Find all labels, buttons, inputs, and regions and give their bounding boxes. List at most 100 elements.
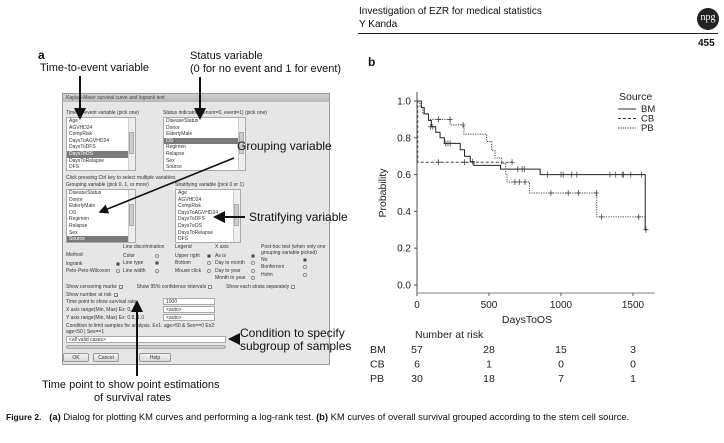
list-item[interactable]: DaysToDFS	[69, 144, 96, 151]
list-item[interactable]: Sex	[166, 157, 175, 164]
scrollbar-thumb[interactable]	[239, 132, 244, 154]
list-item[interactable]: OS	[164, 137, 245, 145]
radio-button[interactable]	[303, 257, 307, 262]
grouping-list[interactable]: DiseaseStatus Donor ElderlyMale OS Regimen Re…	[66, 189, 136, 243]
radio-option[interactable]: Line width	[123, 267, 164, 275]
checkbox-option[interactable]: Show each strata separately	[226, 283, 296, 290]
risk-value: 30	[411, 373, 423, 385]
radio-button[interactable]	[251, 261, 255, 266]
censor-mark	[643, 226, 649, 233]
list-item[interactable]: DaysToAGVHD24	[178, 209, 219, 216]
list-item[interactable]: CompRisk	[178, 203, 202, 210]
checkbox-option[interactable]: Show censoring marks ✓	[66, 283, 123, 290]
radio-button[interactable]	[116, 261, 120, 266]
y-range-label: Y axis range(Min, Max) Ex: 0.8, 1.0	[66, 315, 144, 321]
ok-button[interactable]: OK	[63, 353, 89, 362]
checkbox-unchecked[interactable]	[208, 284, 213, 289]
radio-button[interactable]	[207, 261, 211, 266]
list-item[interactable]: CompRisk	[69, 131, 93, 138]
condition-input[interactable]: <all valid cases>	[66, 336, 226, 343]
page-number: 455	[698, 38, 715, 49]
list-item[interactable]: DaysToAGVHD24	[69, 137, 110, 144]
radio-option[interactable]: Line type	[123, 260, 164, 268]
radio-option[interactable]: Holm	[261, 271, 329, 279]
list-item[interactable]: Donor	[166, 124, 180, 131]
censor-mark	[621, 171, 627, 178]
condition-scrollbar[interactable]	[66, 345, 226, 349]
checkbox-unchecked[interactable]	[291, 284, 296, 289]
list-item[interactable]: Source	[67, 236, 135, 242]
scrollbar-thumb[interactable]	[129, 204, 134, 226]
radio-option[interactable]: Upper right	[175, 252, 211, 260]
scrollbar-thumb[interactable]	[129, 132, 134, 154]
checkbox-checked[interactable]: ✓	[118, 284, 123, 290]
radio-option[interactable]: Bonferroni	[261, 264, 329, 272]
radio-button[interactable]	[251, 268, 255, 273]
radio-button[interactable]	[207, 253, 211, 258]
radio-option[interactable]: Day to month	[215, 260, 255, 268]
list-item[interactable]: DaysToRelapse	[178, 229, 214, 236]
radio-option[interactable]: Mouse click	[175, 267, 211, 275]
radio-button[interactable]	[251, 276, 255, 281]
list-item[interactable]: ElderlyMale	[166, 131, 193, 138]
radio-button[interactable]	[303, 265, 307, 270]
radio-label: No	[261, 256, 268, 263]
radio-button[interactable]	[303, 272, 307, 277]
list-item[interactable]: DFS	[178, 236, 188, 243]
list-item[interactable]: DaysToDFS	[178, 216, 205, 223]
radio-option[interactable]: As is	[215, 252, 255, 260]
list-item[interactable]: Regimen	[166, 144, 187, 151]
list-item[interactable]: Relapse	[166, 150, 185, 157]
list-item[interactable]: Age	[69, 118, 78, 124]
radio-option[interactable]: No	[261, 256, 329, 264]
censor-mark	[512, 178, 518, 185]
radio-button[interactable]	[155, 261, 159, 266]
radio-button[interactable]	[116, 269, 120, 274]
list-item[interactable]: Source	[166, 164, 182, 171]
list-item[interactable]: AGVHD24	[178, 196, 202, 203]
radio-button[interactable]	[155, 268, 159, 273]
list-item[interactable]: DaysToOS	[178, 222, 202, 229]
radio-option[interactable]: Day to year	[215, 267, 255, 275]
list-item[interactable]: Age	[178, 190, 187, 196]
list-scrollbar[interactable]	[128, 190, 135, 242]
help-button[interactable]: Help	[139, 353, 171, 362]
radio-button[interactable]	[251, 253, 255, 258]
list-item[interactable]: Relapse	[69, 222, 88, 229]
radio-option[interactable]: Bottom	[175, 260, 211, 268]
radio-button[interactable]	[207, 268, 211, 273]
status-list[interactable]: DiseaseStatus Donor ElderlyMale OS Regimen Re…	[163, 117, 246, 171]
annotation-stratifying: Stratifying variable	[249, 210, 348, 224]
list-item[interactable]: DaysToOS	[67, 150, 135, 158]
radio-label: Day to month	[215, 260, 245, 267]
list-item[interactable]: AGVHD24	[69, 124, 93, 131]
x-range-input[interactable]: <auto>	[163, 306, 215, 313]
list-item[interactable]: DFS	[69, 164, 79, 171]
radio-option[interactable]: Peto-Peto-Wilcoxon	[66, 268, 120, 276]
list-scrollbar[interactable]	[128, 118, 135, 170]
list-item[interactable]: Regimen	[69, 216, 90, 223]
scrollbar-thumb[interactable]	[234, 204, 239, 226]
checkbox-checked[interactable]: ✓	[113, 292, 118, 298]
checkbox-label: Show number at risk	[66, 291, 112, 298]
list-item[interactable]: ElderlyMale	[69, 203, 96, 210]
radio-option[interactable]: Color	[123, 252, 164, 260]
time-point-input[interactable]: 1000	[163, 298, 215, 305]
time-to-event-list[interactable]: Age AGVHD24 CompRisk DaysToAGVHD24 DaysToDFS…	[66, 117, 136, 171]
header-rule	[358, 33, 718, 34]
list-scrollbar[interactable]	[238, 118, 245, 170]
radio-option[interactable]: Month to year	[215, 275, 255, 283]
list-item[interactable]: OS	[69, 209, 77, 216]
list-item[interactable]: Sex	[69, 229, 78, 236]
checkbox-option[interactable]: Show 95% confidence intervals	[137, 283, 213, 290]
list-item[interactable]: DaysToRelapse	[69, 157, 105, 164]
cancel-button[interactable]: Cancel	[93, 353, 119, 362]
list-item[interactable]: DiseaseStatus	[166, 118, 199, 124]
y-range-input[interactable]: <auto>	[163, 314, 215, 321]
annotation-grouping: Grouping variable	[237, 139, 332, 153]
checkbox-option[interactable]: Show number at risk ✓	[66, 291, 118, 298]
radio-option[interactable]: logrank	[66, 260, 120, 268]
radio-button[interactable]	[155, 253, 159, 258]
list-item[interactable]: Donor	[69, 196, 83, 203]
list-item[interactable]: DiseaseStatus	[69, 190, 102, 196]
